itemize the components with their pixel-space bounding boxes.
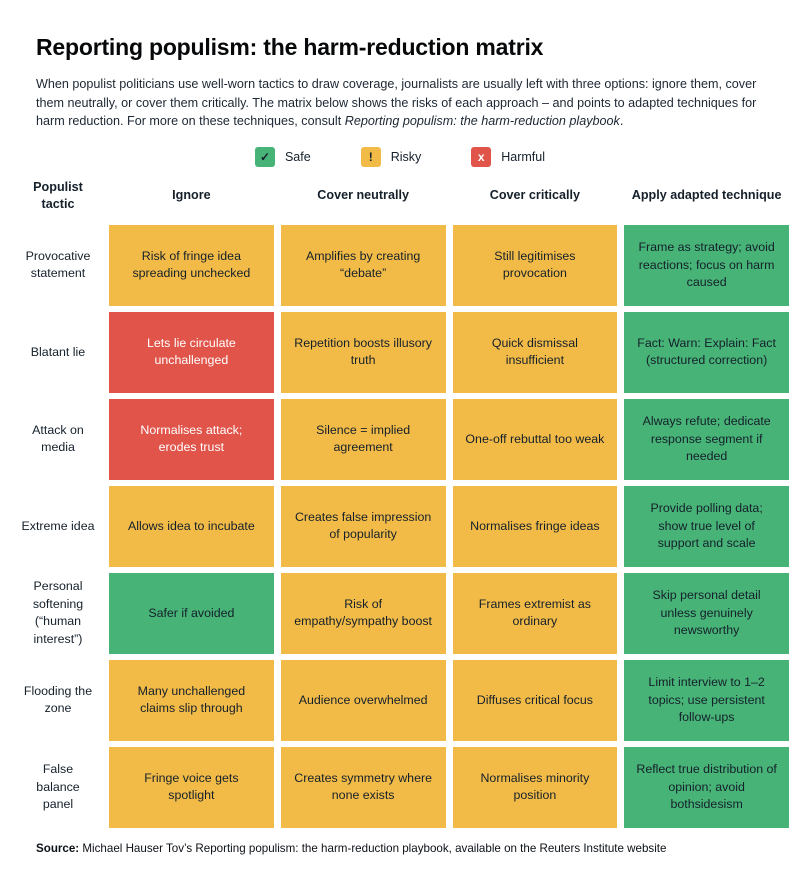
legend-item-risky: ! Risky (360, 146, 422, 167)
matrix-cell: Risk of fringe idea spreading unchecked (109, 224, 274, 306)
matrix-cell: Diffuses critical focus (452, 659, 618, 741)
matrix-cell: Audience overwhelmed (280, 659, 446, 741)
legend-label-risky: Risky (390, 149, 422, 164)
matrix-cell: Risk of empathy/sympathy boost (280, 572, 446, 654)
matrix-cell: Frame as strategy; avoid reactions; focu… (624, 224, 789, 306)
row-label-flooding-the-zone: Flooding the zone (23, 683, 93, 716)
matrix-cell: Frames extremist as ordinary (452, 572, 618, 654)
matrix-cell: Quick dismissal insufficient (452, 311, 618, 393)
exclamation-icon: ! (360, 146, 381, 167)
row-label-extreme-idea: Extreme idea (21, 518, 95, 533)
column-header-cover-critically: Cover critically (489, 188, 581, 203)
column-header-populist-tactic: Populist tactic (33, 179, 83, 211)
intro-period: . (619, 113, 624, 128)
matrix-cell: Creates false impression of popularity (280, 485, 446, 567)
matrix-cell: Limit interview to 1–2 topics; use persi… (624, 659, 789, 741)
matrix-cell: Lets lie circulate unchallenged (109, 311, 274, 393)
matrix-cell: Repetition boosts illusory truth (280, 311, 446, 393)
matrix-cell: Fringe voice gets spotlight (109, 746, 274, 828)
source-text: Michael Hauser Tov’s Reporting populism:… (79, 841, 667, 855)
matrix-cell: Fact: Warn: Explain: Fact (structured co… (624, 311, 789, 393)
legend-label-harmful: Harmful (501, 149, 546, 164)
legend-item-harmful: x Harmful (471, 146, 546, 167)
source-note: Source: Michael Hauser Tov’s Reporting p… (36, 841, 764, 857)
legend: ✓ Safe ! Risky x Harmful (36, 146, 764, 167)
matrix-cell: Amplifies by creating “debate” (280, 224, 446, 306)
matrix-cell: Safer if avoided (109, 572, 274, 654)
matrix-cell: Provide polling data; show true level of… (624, 485, 789, 567)
matrix-cell: Normalises attack; erodes trust (109, 398, 274, 480)
column-header-ignore: Ignore (172, 188, 211, 203)
matrix-cell: Normalises fringe ideas (452, 485, 618, 567)
row-label-attack-on-media: Attack on media (32, 422, 84, 455)
intro-paragraph: When populist politicians use well-worn … (36, 75, 764, 129)
row-label-provocative-statement: Provocative statement (25, 248, 91, 281)
row-label-blatant-lie: Blatant lie (30, 344, 86, 359)
infographic-page: Reporting populism: the harm-reduction m… (14, 34, 789, 857)
page-title: Reporting populism: the harm-reduction m… (36, 34, 544, 60)
matrix-cell: Many unchallenged claims slip through (109, 659, 274, 741)
matrix-cell: Silence = implied agreement (280, 398, 446, 480)
matrix-cell: Normalises minority position (452, 746, 618, 828)
matrix-cell: Creates symmetry where none exists (280, 746, 446, 828)
row-label-false-balance-panel: False balance panel (36, 761, 80, 812)
matrix-cell: Skip personal detail unless genuinely ne… (624, 572, 789, 654)
legend-item-safe: ✓ Safe (254, 146, 311, 167)
matrix-cell: Allows idea to incubate (109, 485, 274, 567)
harm-reduction-matrix: Populist tactic Ignore Cover neutrally C… (14, 173, 789, 828)
source-label: Source: (36, 841, 80, 855)
legend-label-safe: Safe (284, 149, 311, 164)
matrix-cell: Always refute; dedicate response segment… (624, 398, 789, 480)
column-header-apply-adapted-technique: Apply adapted technique (631, 188, 782, 203)
matrix-cell: Still legitimises provocation (452, 224, 618, 306)
matrix-cell: Reflect true distribution of opinion; av… (624, 746, 789, 828)
check-icon: ✓ (254, 146, 275, 167)
column-header-cover-neutrally: Cover neutrally (317, 188, 409, 203)
row-label-personal-softening: Personal softening (“human interest”) (32, 579, 84, 646)
intro-book-title: Reporting populism: the harm-reduction p… (344, 113, 620, 128)
x-icon: x (471, 146, 492, 167)
matrix-cell: One-off rebuttal too weak (452, 398, 618, 480)
intro-text: When populist politicians use well-worn … (36, 77, 757, 128)
